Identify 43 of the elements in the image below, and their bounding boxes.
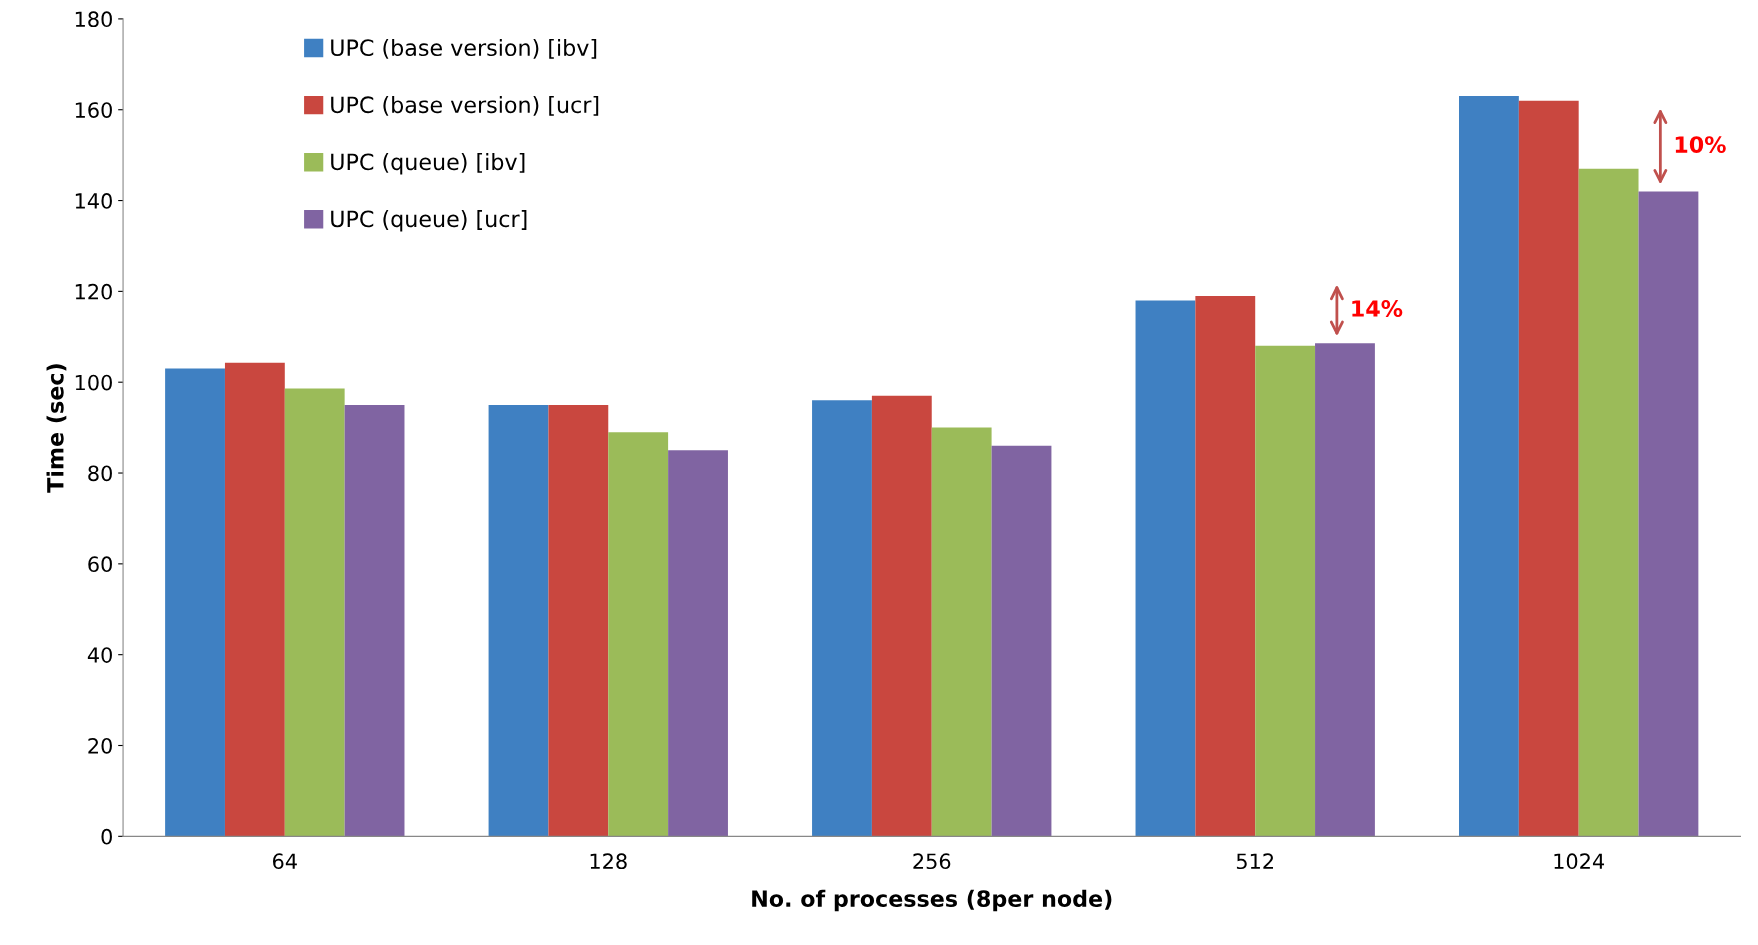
y-tick-label: 0 bbox=[101, 828, 112, 845]
x-tick-label: 64 bbox=[273, 853, 297, 870]
bar bbox=[1518, 100, 1579, 837]
y-tick-label: 60 bbox=[88, 556, 112, 573]
bar bbox=[224, 362, 285, 837]
x-axis-title: No. of processes (8per node) bbox=[752, 889, 1112, 912]
bar bbox=[1459, 96, 1519, 837]
bar bbox=[608, 432, 669, 837]
bar bbox=[668, 450, 728, 837]
bar bbox=[1135, 300, 1196, 837]
bar bbox=[284, 388, 345, 837]
bar bbox=[871, 395, 932, 837]
x-tick-label: 128 bbox=[590, 853, 627, 870]
legend-label: UPC (base version) [ibv] bbox=[331, 38, 597, 59]
bar bbox=[812, 400, 872, 837]
annotation: 14% bbox=[1352, 300, 1403, 317]
annotation: 10% bbox=[1675, 136, 1726, 153]
bar bbox=[991, 445, 1052, 837]
bar bbox=[165, 368, 225, 837]
y-tick-label: 120 bbox=[75, 283, 112, 300]
bar bbox=[548, 404, 609, 837]
bar bbox=[1255, 345, 1316, 837]
y-tick-label: 20 bbox=[88, 737, 112, 754]
y-tick-label: 160 bbox=[75, 102, 112, 118]
x-tick-label: 1024 bbox=[1554, 853, 1605, 870]
legend-label: UPC (base version) [ucr] bbox=[331, 95, 599, 116]
y-tick-label: 140 bbox=[75, 193, 112, 209]
bar bbox=[1638, 191, 1699, 837]
y-axis-title: Time (sec) bbox=[46, 364, 67, 493]
y-tick-label: 40 bbox=[87, 647, 112, 663]
bar bbox=[1315, 343, 1375, 837]
y-tick-label: 180 bbox=[75, 11, 112, 28]
x-tick-label: 256 bbox=[913, 853, 951, 870]
bar bbox=[1578, 168, 1639, 837]
bar bbox=[1195, 295, 1256, 837]
y-tick-label: 80 bbox=[88, 465, 112, 482]
legend-label: UPC (queue) [ibv] bbox=[331, 153, 525, 175]
legend-label: UPC (queue) [ucr] bbox=[331, 210, 527, 232]
bar bbox=[488, 404, 549, 837]
bar bbox=[931, 427, 992, 837]
y-tick-label: 100 bbox=[75, 374, 112, 391]
bar bbox=[344, 404, 405, 837]
x-tick-label: 512 bbox=[1236, 853, 1274, 870]
